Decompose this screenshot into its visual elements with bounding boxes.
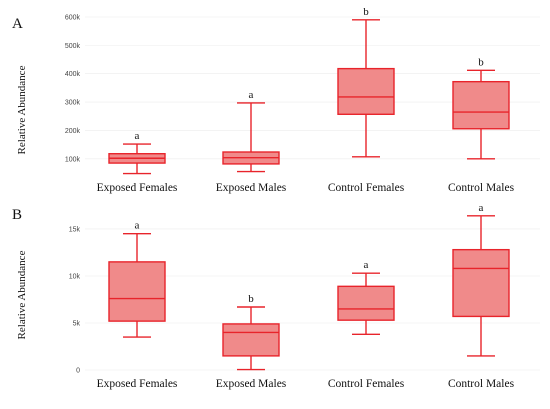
panel-a-y-axis-label: Relative Abundance xyxy=(16,65,28,154)
y-tick-label: 300k xyxy=(65,100,81,107)
iqr-box xyxy=(452,80,510,130)
y-tick-label: 600k xyxy=(65,15,81,22)
y-tick-label: 15k xyxy=(69,226,81,233)
x-tick-label: Exposed Males xyxy=(216,378,287,390)
iqr-box xyxy=(452,248,510,318)
panel-a-gridlines xyxy=(85,16,540,160)
box-1: a xyxy=(108,130,166,175)
x-tick-label: Control Males xyxy=(448,182,515,194)
significance-letter: a xyxy=(135,220,140,232)
box-4: b xyxy=(452,56,510,160)
x-tick-label: Control Females xyxy=(328,182,405,194)
iqr-box xyxy=(108,261,166,322)
panel-b-y-ticks: 0 5k 10k 15k xyxy=(69,226,81,374)
panel-b-chart: B Relative Abundance 0 5k 10k 15k a b a a Expo… xyxy=(12,202,540,390)
x-tick-label: Control Females xyxy=(328,378,405,390)
y-tick-label: 10k xyxy=(69,273,81,280)
box-3: b xyxy=(337,6,395,158)
y-tick-label: 200k xyxy=(65,128,81,135)
panel-b-y-axis-label: Relative Abundance xyxy=(16,250,28,339)
significance-letter: a xyxy=(249,89,254,101)
panel-b-letter: B xyxy=(12,207,22,223)
panel-a-x-ticks: Exposed Females Exposed Males Control Fema… xyxy=(97,182,515,194)
y-tick-label: 500k xyxy=(65,43,81,50)
significance-letter: b xyxy=(248,293,254,305)
panel-a-boxes: a a b b xyxy=(108,6,510,175)
x-tick-label: Exposed Males xyxy=(216,182,287,194)
significance-letter: b xyxy=(478,56,484,68)
x-tick-label: Control Males xyxy=(448,378,515,390)
box-2: a xyxy=(222,89,280,173)
significance-letter: a xyxy=(479,202,484,214)
panel-a-letter: A xyxy=(12,16,23,32)
box-2: b xyxy=(222,293,280,371)
significance-letter: b xyxy=(363,6,369,18)
panel-a-y-ticks: 100k 200k 300k 400k 500k 600k xyxy=(65,15,81,164)
y-tick-label: 100k xyxy=(65,156,81,163)
box-3: a xyxy=(337,259,395,335)
x-tick-label: Exposed Females xyxy=(97,378,178,390)
iqr-box xyxy=(337,285,395,321)
panel-b-x-ticks: Exposed Females Exposed Males Control Fema… xyxy=(97,378,515,390)
box-4: a xyxy=(452,202,510,357)
y-tick-label: 0 xyxy=(76,368,80,375)
iqr-box xyxy=(337,67,395,115)
significance-letter: a xyxy=(364,259,369,271)
x-tick-label: Exposed Females xyxy=(97,182,178,194)
iqr-box xyxy=(222,323,280,357)
panel-b-boxes: a b a a xyxy=(108,202,510,371)
panel-a-chart: A Relative Abundance 100k 200k 300k 400k 500… xyxy=(12,6,540,194)
y-tick-label: 400k xyxy=(65,71,81,78)
significance-letter: a xyxy=(135,130,140,142)
y-tick-label: 5k xyxy=(73,320,81,327)
box-1: a xyxy=(108,220,166,338)
